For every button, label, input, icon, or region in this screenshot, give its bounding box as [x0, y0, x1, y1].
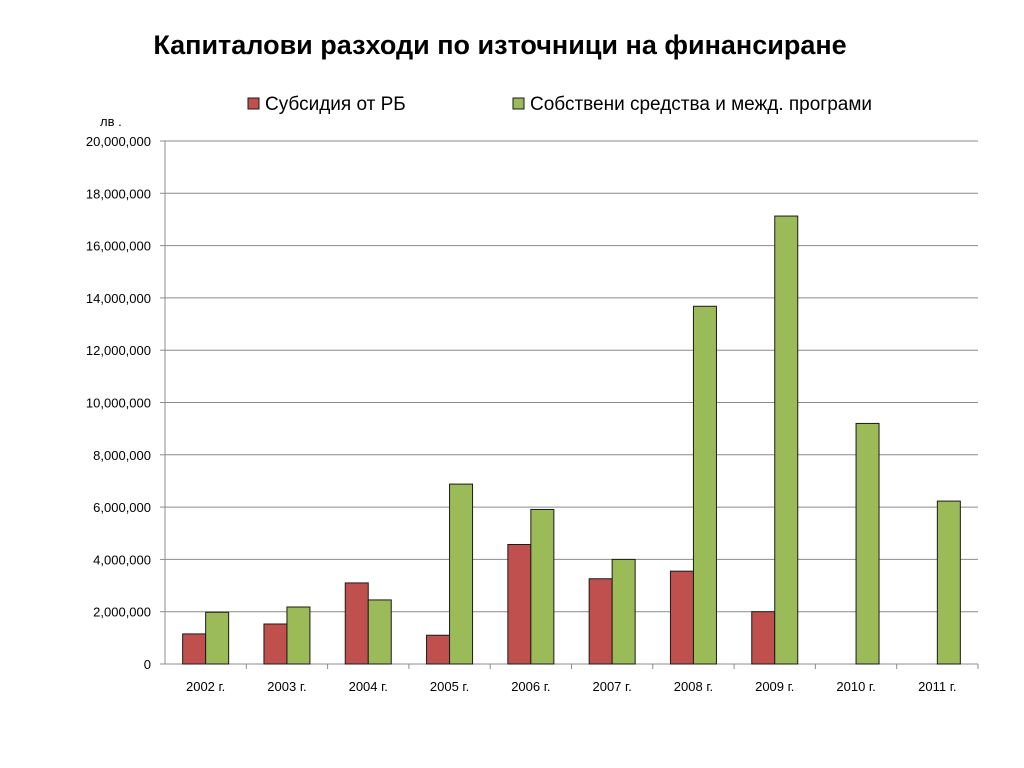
bar-subsidy	[751, 611, 776, 665]
axes	[160, 140, 979, 669]
y-tick-label: 12,000,000	[86, 343, 151, 358]
bar-own-funds	[774, 215, 799, 665]
y-tick-label: 8,000,000	[93, 448, 151, 463]
y-tick-label: 4,000,000	[93, 552, 151, 567]
x-tick-label: 2006 г.	[511, 679, 550, 694]
y-tick-label: 14,000,000	[86, 291, 151, 306]
bar-own-funds	[286, 606, 311, 665]
y-axis-unit-label: лв .	[100, 114, 122, 129]
y-tick-label: 20,000,000	[86, 134, 151, 149]
x-tick-label: 2004 г.	[349, 679, 388, 694]
bar-own-funds	[205, 611, 230, 665]
x-tick-label: 2011 г.	[918, 679, 956, 694]
bar-own-funds	[692, 305, 717, 665]
bar-subsidy	[426, 634, 451, 665]
bar-own-funds	[449, 483, 474, 665]
x-tick-label: 2007 г.	[592, 679, 631, 694]
chart-title: Капиталови разходи по източници на финан…	[153, 30, 847, 60]
y-tick-label: 10,000,000	[86, 396, 151, 411]
y-tick-label: 18,000,000	[86, 186, 151, 201]
legend: Субсидия от РБ Собствени средства и межд.…	[247, 94, 872, 115]
bar-subsidy	[507, 543, 532, 665]
legend-swatch	[247, 97, 260, 110]
y-tick-labels: 0 2,000,000 4,000,000 6,000,000 8,000,000 10,…	[86, 134, 151, 672]
bar-subsidy	[588, 578, 613, 665]
x-tick-label: 2008 г.	[674, 679, 713, 694]
x-tick-labels: 2002 г. 2003 г. 2004 г. 2005 г. 2006 г. 2007 …	[186, 679, 957, 694]
legend-swatch	[512, 97, 525, 110]
bar-own-funds	[936, 500, 961, 665]
bar-subsidy	[669, 570, 694, 665]
x-tick-label: 2003 г.	[267, 679, 306, 694]
gridlines	[165, 140, 978, 613]
y-tick-label: 6,000,000	[93, 500, 151, 515]
y-tick-label: 0	[144, 657, 151, 672]
bar-own-funds	[367, 599, 392, 665]
bar-subsidy	[182, 633, 207, 665]
y-tick-label: 2,000,000	[93, 605, 151, 620]
x-tick-label: 2009 г.	[755, 679, 794, 694]
legend-label: Собствени средства и межд. програми	[530, 94, 872, 115]
bar-subsidy	[263, 623, 288, 665]
x-tick-label: 2005 г.	[430, 679, 469, 694]
x-tick-label: 2010 г.	[836, 679, 875, 694]
bar-own-funds	[530, 508, 555, 665]
legend-label: Субсидия от РБ	[265, 94, 406, 115]
bar-own-funds	[855, 422, 880, 665]
bars	[182, 215, 961, 665]
bar-own-funds	[611, 558, 636, 665]
bar-subsidy	[344, 582, 369, 665]
y-tick-label: 16,000,000	[86, 239, 151, 254]
x-tick-label: 2002 г.	[186, 679, 225, 694]
